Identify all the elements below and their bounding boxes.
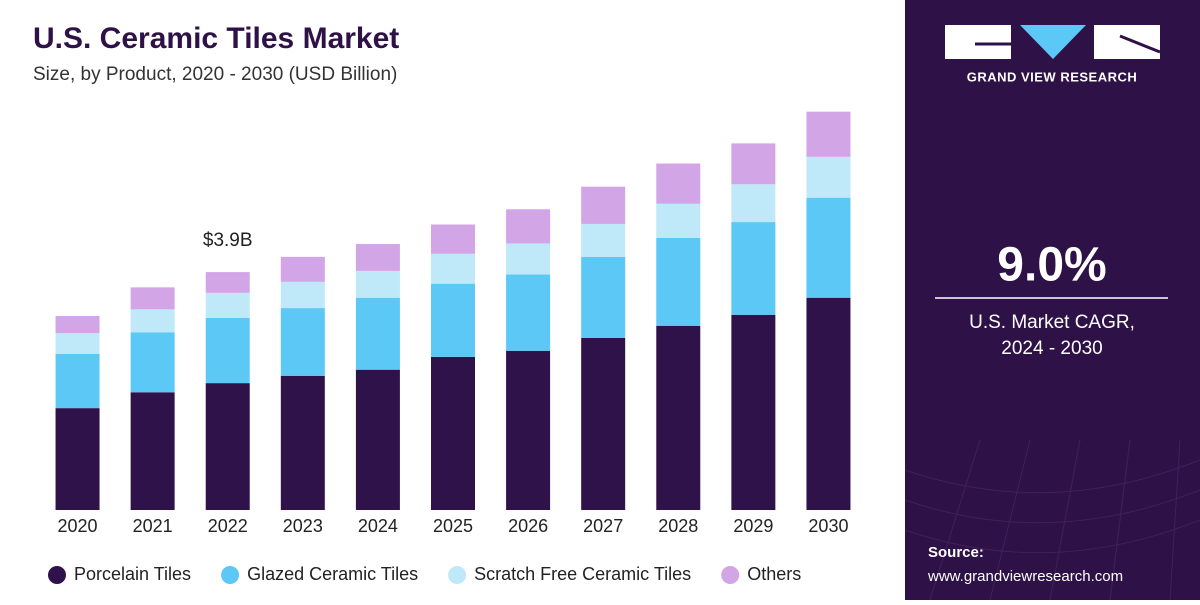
bar-segment bbox=[506, 243, 551, 275]
legend-marker bbox=[221, 566, 240, 584]
x-tick-label: 2030 bbox=[808, 516, 848, 536]
bar-segment bbox=[205, 272, 250, 293]
bar-segment bbox=[355, 369, 400, 510]
bar-segment bbox=[506, 209, 551, 244]
bar-segment bbox=[581, 256, 626, 338]
cagr-value: 9.0% bbox=[997, 239, 1106, 292]
bar-segment bbox=[130, 392, 175, 510]
bar-segment bbox=[731, 143, 776, 185]
bar-segment bbox=[656, 203, 701, 238]
bar-segment bbox=[656, 237, 701, 326]
chart-subtitle: Size, by Product, 2020 - 2030 (USD Billi… bbox=[33, 64, 397, 85]
x-tick-label: 2024 bbox=[358, 516, 398, 536]
bar-segment bbox=[205, 292, 250, 318]
bar-segment bbox=[355, 244, 400, 271]
bar-segment bbox=[806, 297, 851, 510]
bar-segment bbox=[431, 356, 475, 510]
bar-segment bbox=[806, 197, 851, 298]
x-tick-label: 2023 bbox=[283, 516, 323, 536]
bar-segment bbox=[656, 163, 701, 204]
bar-segment bbox=[205, 383, 250, 510]
legend-label: Scratch Free Ceramic Tiles bbox=[474, 564, 691, 584]
x-tick-label: 2026 bbox=[508, 516, 548, 536]
bar-segment bbox=[581, 186, 626, 224]
logo-block bbox=[945, 25, 1011, 59]
brand-name: GRAND VIEW RESEARCH bbox=[967, 69, 1138, 84]
legend-marker bbox=[48, 566, 66, 584]
logo-block bbox=[1094, 25, 1160, 59]
source-url: www.grandviewresearch.com bbox=[927, 568, 1123, 585]
bar-segment bbox=[55, 353, 100, 409]
cagr-caption: 2024 - 2030 bbox=[1001, 338, 1102, 359]
cagr-caption: U.S. Market CAGR, bbox=[969, 312, 1135, 333]
bar-segment bbox=[55, 408, 100, 510]
legend-marker bbox=[448, 566, 467, 584]
bar-segment bbox=[431, 283, 475, 357]
bar-segment bbox=[581, 223, 626, 257]
x-tick-label: 2022 bbox=[208, 516, 248, 536]
bar-segment bbox=[656, 325, 701, 510]
bar-segment bbox=[581, 337, 626, 510]
bar-segment bbox=[130, 287, 175, 310]
bar-segment bbox=[506, 350, 551, 510]
legend-label: Glazed Ceramic Tiles bbox=[247, 564, 418, 584]
x-tick-label: 2027 bbox=[583, 516, 623, 536]
source-label: Source: bbox=[928, 544, 984, 561]
bar-segment bbox=[355, 297, 400, 370]
sidebar-background bbox=[905, 0, 1200, 600]
logo-triangle bbox=[1020, 25, 1086, 59]
bar-segment bbox=[731, 184, 776, 223]
x-tick-label: 2020 bbox=[58, 516, 98, 536]
legend-label: Porcelain Tiles bbox=[74, 564, 191, 584]
bar-segment bbox=[205, 317, 250, 384]
x-tick-label: 2025 bbox=[433, 516, 473, 536]
bar-segment bbox=[280, 281, 325, 309]
sidebar-grid bbox=[904, 439, 1200, 601]
logo-detail bbox=[975, 34, 1161, 54]
legend-marker bbox=[721, 566, 740, 584]
bar-segment bbox=[431, 253, 475, 284]
bar-segment bbox=[506, 274, 551, 351]
bar-segment bbox=[806, 111, 851, 157]
x-tick-label: 2021 bbox=[133, 516, 173, 536]
legend-label: Others bbox=[747, 564, 801, 584]
total-label: $3.9B bbox=[203, 230, 253, 251]
bar-segment bbox=[280, 375, 325, 510]
bar-segment bbox=[55, 316, 100, 334]
bar-segment bbox=[55, 333, 100, 354]
bar-segment bbox=[431, 224, 475, 254]
x-tick-label: 2029 bbox=[733, 516, 773, 536]
chart-title: U.S. Ceramic Tiles Market bbox=[33, 22, 399, 55]
bar-segment bbox=[280, 256, 325, 282]
x-tick-label: 2028 bbox=[658, 516, 698, 536]
bar-segment bbox=[130, 332, 175, 393]
bar-segment bbox=[731, 222, 776, 315]
bar-segment bbox=[130, 309, 175, 333]
bar-segment bbox=[355, 270, 400, 298]
bar-segment bbox=[280, 308, 325, 376]
bar-segment bbox=[806, 156, 851, 198]
bar-segment bbox=[731, 314, 776, 510]
logo bbox=[945, 25, 1161, 59]
